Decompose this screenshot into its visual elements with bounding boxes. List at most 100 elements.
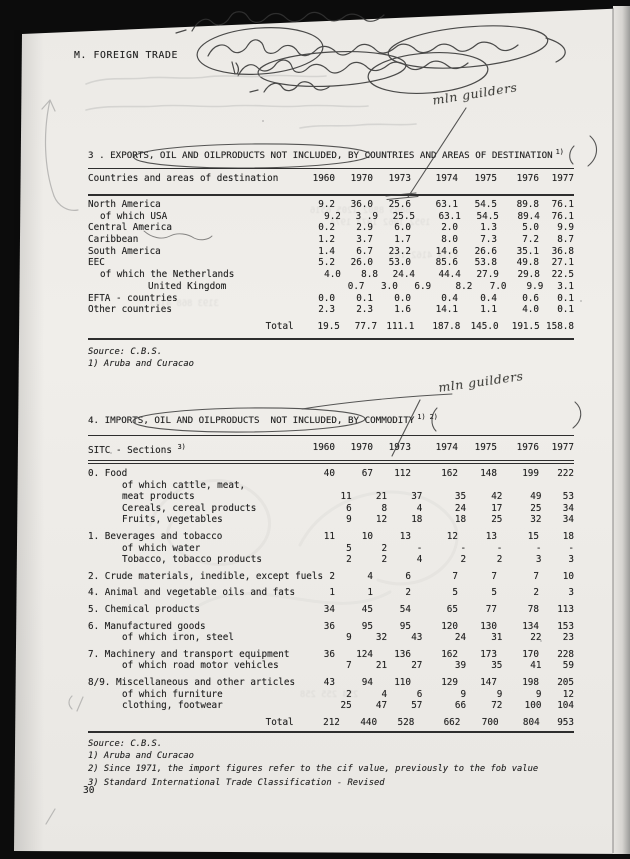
cell-value: 21 <box>375 660 388 672</box>
cell-value: 700 <box>481 716 499 728</box>
cell-value: 27 <box>411 660 423 672</box>
cell-value: 100 <box>524 700 542 712</box>
cell-value: 440 <box>360 716 378 728</box>
cell-value: 77 <box>485 603 497 615</box>
cell-value: 2 <box>381 554 388 566</box>
cell-value: 9 <box>346 632 352 644</box>
row-label: Total <box>265 320 294 332</box>
cell-value: 53 <box>562 491 574 503</box>
cell-value: 0.0 <box>394 292 411 304</box>
table3-body: North America 9.2 36.0 25.6 63.1 54.5 89.8 76.1… <box>88 199 574 333</box>
cell-value: 54 <box>399 603 411 615</box>
table3-footnotes: 1) Aruba and Curacao <box>88 358 194 371</box>
row-label: Cereals, cereal products <box>122 502 257 514</box>
table3-rule-top <box>88 168 574 170</box>
table-row: of which furniture 2 4 6 9 9 9 12 <box>88 689 574 701</box>
cell-value: 63.1 <box>438 210 461 222</box>
table-row: clothing, footwear 25 47 57 66 72 100 104 <box>88 700 574 712</box>
cell-value: 53.0 <box>388 257 411 269</box>
scan-speck <box>110 452 112 454</box>
cell-value: 0.6 <box>522 292 539 304</box>
cell-value: - <box>416 542 423 554</box>
cell-value: 6 <box>405 570 411 582</box>
cell-value: 1.1 <box>480 304 497 316</box>
cell-value: 23 <box>562 632 574 644</box>
cell-value: 0.7 <box>347 280 365 292</box>
cell-value: 9.9 <box>526 280 544 292</box>
table-row: North America 9.2 36.0 25.6 63.1 54.5 89.8 76.1 <box>88 199 574 211</box>
bleedthrough-text: 8805 8802 1205 6516 <box>310 206 411 216</box>
row-label: of which iron, steel <box>122 632 234 644</box>
year-header: 1976 <box>516 173 539 184</box>
table4-stub-footnote-ref: 3) <box>177 443 186 451</box>
row-label: Fruits, vegetables <box>122 514 223 526</box>
cell-value: 12 <box>562 688 574 700</box>
cell-value: 2 <box>329 570 335 582</box>
cell-value: 36.0 <box>350 199 373 210</box>
cell-value: 25.5 <box>392 210 416 222</box>
table3-title-footnote-ref: 1) <box>555 148 564 156</box>
cell-value: 44.4 <box>438 269 461 281</box>
table-row: of which the Netherlands 4.0 8.8 24.4 44.4 27… <box>88 269 574 281</box>
row-label: 6. Manufactured goods <box>88 620 206 632</box>
cell-value: 24 <box>454 632 467 644</box>
row-label: Caribbean <box>88 234 139 246</box>
cell-value: 10 <box>562 570 574 582</box>
cell-value: 2 <box>496 554 503 566</box>
row-label: meat products <box>122 491 195 503</box>
cell-value: 23.2 <box>388 245 411 257</box>
cell-value: 35 <box>454 491 467 503</box>
row-label: 4. Animal and vegetable oils and fats <box>88 587 296 599</box>
table4-rule-mid-a <box>88 459 574 461</box>
table-row: 1. Beverages and tobacco 11 10 13 12 13 15 18 <box>88 531 574 543</box>
cell-value: 36 <box>323 648 335 660</box>
table4-footnotes: 1) Aruba and Curacao 2) Since 1971, the i… <box>88 750 538 790</box>
scan-speck <box>540 640 542 642</box>
cell-value: 2.0 <box>441 222 458 234</box>
cell-value: 67 <box>361 468 373 479</box>
cell-value: 25 <box>340 700 352 712</box>
table3-title-circled: OIL AND OILPRODUCTS NOT INCLUDED, <box>159 150 348 162</box>
year-header: 1970 <box>350 173 373 184</box>
cell-value: 35 <box>491 660 503 672</box>
cell-value: 4 <box>416 502 423 514</box>
table4-title: 4. IMPORTS, OIL AND OILPRODUCTS NOT INCL… <box>88 413 438 426</box>
year-header: 1975 <box>474 442 497 453</box>
cell-value: 25 <box>530 502 542 514</box>
cell-value: 8.8 <box>361 269 378 281</box>
cell-value: 7 <box>452 570 458 582</box>
cell-value: 26.0 <box>350 257 373 269</box>
cell-value: 76.1 <box>551 199 574 210</box>
cell-value: 63.1 <box>435 199 458 210</box>
scan-speck <box>580 300 582 302</box>
cell-value: 47 <box>375 700 388 712</box>
cell-value: 57 <box>411 700 423 712</box>
cell-value: 22.5 <box>551 269 575 281</box>
cell-value: 4 <box>416 554 423 566</box>
cell-value: 8.2 <box>455 280 473 292</box>
table4-rule-bottom <box>88 731 574 733</box>
table-row: 2. Crude materials, inedible, except fue… <box>88 571 574 583</box>
cell-value: - <box>535 542 542 554</box>
cell-value: 112 <box>394 468 411 479</box>
table-row: Other countries 2.3 2.3 1.6 14.1 1.1 4.0 0.1 <box>88 304 574 316</box>
cell-value: 24.4 <box>392 269 416 281</box>
cell-value: 3.1 <box>557 280 575 292</box>
cell-value: 7.2 <box>522 234 539 246</box>
table-row: of which cattle, meat, <box>88 480 574 492</box>
table4-title-prefix: 4. IMPORTS, <box>88 415 155 427</box>
cell-value: 4 <box>367 570 373 582</box>
cell-value: 49 <box>530 491 542 503</box>
cell-value: 14.6 <box>435 245 458 257</box>
cell-value: 4.0 <box>522 304 539 316</box>
cell-value: 136 <box>394 648 411 660</box>
cell-value: 54.5 <box>476 210 499 222</box>
table-row: Tobacco, tobacco products 2 2 4 2 2 3 3 <box>88 554 574 566</box>
cell-value: 43 <box>411 632 423 644</box>
table4-title-circled: OIL AND OILPRODUCTS NOT INCLUDED, <box>154 415 348 427</box>
cell-value: 162 <box>441 468 458 479</box>
cell-value: 2.3 <box>356 304 373 316</box>
cell-value: 76.1 <box>551 210 575 222</box>
cell-value: 158.8 <box>546 320 574 332</box>
cell-value: 199 <box>522 468 539 479</box>
